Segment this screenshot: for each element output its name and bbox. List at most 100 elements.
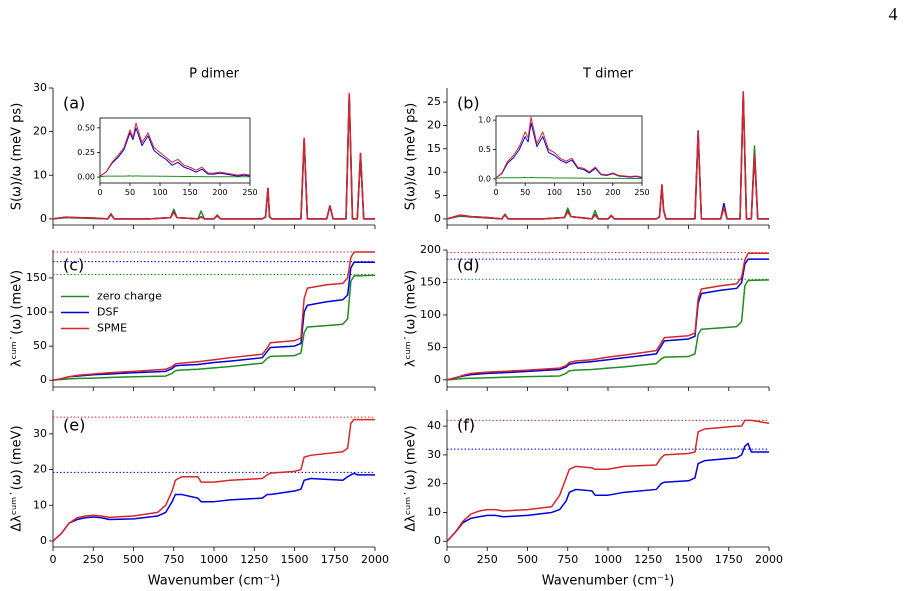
x-tick-label: 50 — [125, 188, 135, 197]
y-tick-label: 20 — [427, 477, 441, 490]
y-tick-label: 0.5 — [478, 145, 491, 154]
y-tick-label: 0 — [40, 212, 47, 225]
y-tick-label: 50 — [427, 340, 441, 353]
y-tick-label: 200 — [420, 243, 441, 256]
x-tick-label: 1750 — [715, 553, 743, 566]
x-tick-label: 0 — [97, 188, 102, 197]
y-tick-label: 100 — [26, 305, 47, 318]
x-tick-label: 100 — [547, 188, 562, 197]
y-tick-label: 25 — [427, 95, 441, 108]
y-tick-label: 0 — [40, 373, 47, 386]
x-axis-label: Wavenumber (cm⁻¹) — [148, 574, 281, 589]
panel-label: (b) — [457, 94, 480, 113]
y-tick-label: 10 — [33, 168, 47, 181]
panel-label: (e) — [63, 416, 85, 435]
y-axis-label: Δλᶜᵘᵐ˙(ω) (meV) — [404, 425, 419, 531]
y-tick-label: 30 — [427, 448, 441, 461]
y-tick-label: 30 — [33, 81, 47, 94]
x-tick-label: 750 — [163, 553, 184, 566]
y-tick-label: 20 — [427, 118, 441, 131]
y-tick-label: 0.00 — [77, 173, 95, 182]
y-tick-label: 50 — [33, 339, 47, 352]
data-line — [446, 419, 770, 542]
data-line — [52, 418, 375, 542]
y-tick-label: 10 — [427, 505, 441, 518]
y-axis-label: S(ω)/ω (meV ps) — [404, 103, 419, 211]
y-tick-label: 100 — [420, 308, 441, 321]
page-number: 4 — [889, 4, 898, 24]
x-tick-label: 2000 — [755, 553, 783, 566]
y-tick-label: 0 — [434, 534, 441, 547]
data-line — [52, 472, 375, 542]
x-tick-label: 0 — [444, 553, 451, 566]
y-axis-label: S(ω)/ω (meV ps) — [10, 103, 25, 211]
y-tick-label: 0 — [434, 212, 441, 225]
x-tick-label: 1000 — [200, 553, 228, 566]
x-tick-label: 200 — [605, 188, 620, 197]
y-tick-label: 20 — [33, 125, 47, 138]
y-tick-label: 0.50 — [77, 123, 95, 132]
data-line — [446, 258, 769, 381]
x-tick-label: 1750 — [321, 553, 349, 566]
data-line — [99, 127, 251, 177]
y-tick-label: 1.0 — [478, 116, 491, 125]
y-tick-label: 0.25 — [77, 148, 95, 157]
x-tick-label: 500 — [517, 553, 538, 566]
panel-title: T dimer — [582, 67, 634, 82]
data-line — [99, 175, 250, 178]
x-tick-label: 250 — [83, 553, 104, 566]
data-line — [52, 92, 375, 220]
panel-label: (f) — [457, 416, 475, 435]
x-tick-label: 1500 — [675, 553, 703, 566]
x-tick-label: 0 — [493, 188, 498, 197]
x-tick-label: 1500 — [281, 553, 309, 566]
panel-label: (a) — [63, 94, 85, 113]
data-line — [52, 274, 376, 381]
y-tick-label: 0.0 — [478, 174, 491, 183]
x-tick-label: 250 — [634, 188, 649, 197]
y-tick-label: 10 — [33, 498, 47, 511]
x-tick-label: 150 — [182, 188, 197, 197]
data-line — [446, 252, 769, 381]
y-tick-label: 40 — [427, 419, 441, 432]
x-tick-label: 50 — [520, 188, 530, 197]
x-tick-label: 1250 — [634, 553, 662, 566]
y-tick-label: 5 — [434, 189, 441, 202]
x-tick-label: 500 — [123, 553, 144, 566]
inset-frame — [99, 117, 251, 184]
x-tick-label: 750 — [557, 553, 578, 566]
legend-label: DSF — [97, 306, 119, 319]
x-tick-label: 2000 — [361, 553, 389, 566]
x-tick-label: 150 — [576, 188, 591, 197]
legend-label: zero charge — [97, 290, 162, 303]
x-tick-label: 200 — [212, 188, 227, 197]
data-line — [52, 261, 375, 381]
y-tick-label: 10 — [427, 165, 441, 178]
x-tick-label: 0 — [50, 553, 57, 566]
data-line — [52, 251, 375, 381]
data-line — [446, 90, 769, 220]
x-tick-label: 250 — [477, 553, 498, 566]
data-line — [446, 279, 770, 381]
legend-label: SPME — [97, 322, 127, 335]
y-axis-label: Δλᶜᵘᵐ˙(ω) (meV) — [10, 425, 25, 531]
x-tick-label: 250 — [242, 188, 257, 197]
y-tick-label: 150 — [26, 271, 47, 284]
y-tick-label: 20 — [33, 463, 47, 476]
y-tick-label: 0 — [434, 373, 441, 386]
x-tick-label: 100 — [152, 188, 167, 197]
panel-label: (d) — [457, 256, 480, 275]
x-axis-label: Wavenumber (cm⁻¹) — [542, 574, 675, 589]
panel-label: (c) — [63, 256, 84, 275]
y-axis-label: λᶜᵘᵐ˙(ω) (meV) — [404, 270, 419, 367]
panel-title: P dimer — [189, 67, 239, 82]
y-tick-label: 150 — [420, 275, 441, 288]
inset-frame — [495, 115, 643, 184]
data-line — [495, 176, 642, 180]
x-tick-label: 1000 — [594, 553, 622, 566]
y-tick-label: 30 — [33, 427, 47, 440]
data-line — [495, 122, 643, 179]
y-tick-label: 0 — [40, 534, 47, 547]
data-line — [99, 122, 251, 177]
